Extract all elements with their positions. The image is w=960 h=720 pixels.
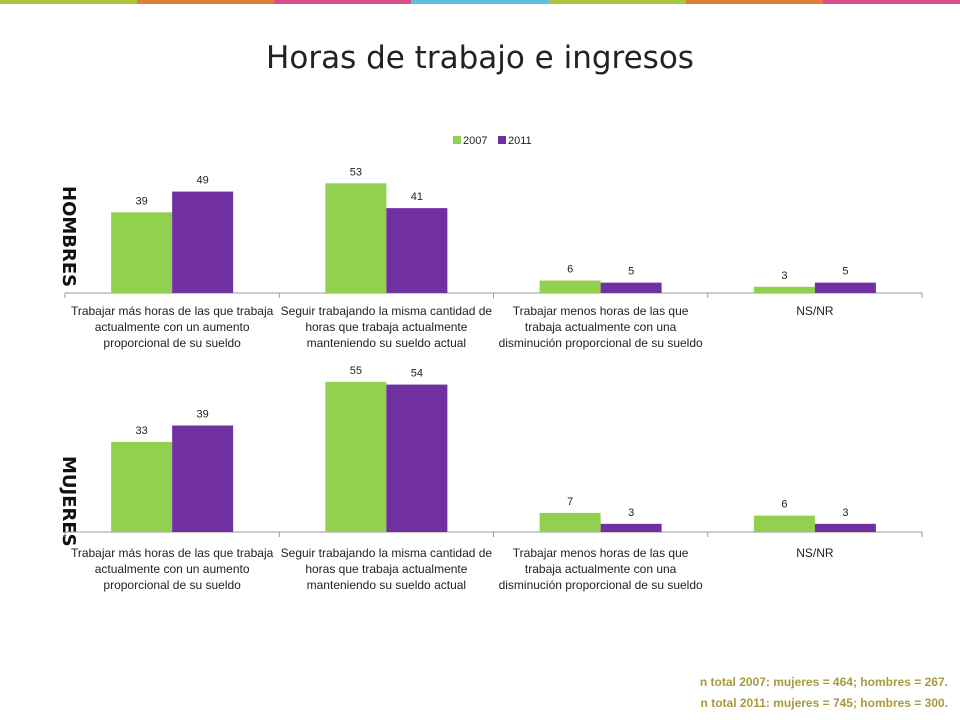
- panel-label-hombres: HOMBRES: [58, 186, 79, 288]
- data-label-2007: 6: [567, 264, 573, 276]
- category-label: Trabajar menos horas de las que trabaja …: [498, 304, 703, 350]
- data-label-2011: 39: [197, 409, 209, 421]
- footnote-line-2011: n total 2011: mujeres = 745; hombres = 3…: [700, 696, 948, 710]
- data-label-2007: 6: [781, 499, 787, 511]
- bar-2007: [753, 286, 815, 293]
- data-label-2011: 3: [628, 507, 634, 519]
- top-bar-segment: [0, 0, 138, 4]
- bar-2011: [600, 523, 662, 532]
- bar-2011: [814, 282, 876, 293]
- data-label-2011: 41: [411, 191, 423, 203]
- legend-label-2007: 2007: [463, 135, 487, 147]
- data-label-2011: 3: [842, 507, 848, 519]
- data-label-2011: 5: [628, 266, 634, 278]
- bar-2011: [814, 523, 876, 532]
- category-label: Seguir trabajando la misma cantidad de h…: [280, 304, 493, 350]
- data-label-2007: 7: [567, 496, 573, 508]
- bar-2011: [172, 425, 234, 532]
- bar-2007: [753, 515, 815, 532]
- top-bar-segment: [548, 0, 686, 4]
- footnote-line-2007: n total 2007: mujeres = 464; hombres = 2…: [699, 675, 948, 689]
- bar-2011: [386, 384, 448, 532]
- category-label: Trabajar menos horas de las que trabaja …: [498, 546, 703, 592]
- bar-2011: [600, 282, 662, 293]
- top-bar-segment: [822, 0, 960, 4]
- top-bar-segment: [411, 0, 549, 4]
- bar-2007: [111, 212, 173, 293]
- category-label: Seguir trabajando la misma cantidad de h…: [280, 546, 493, 592]
- data-label-2007: 39: [136, 195, 148, 207]
- category-label: NS/NR: [796, 304, 834, 318]
- legend-swatch-2007: [453, 136, 461, 144]
- category-label: NS/NR: [796, 546, 834, 560]
- page-title: Horas de trabajo e ingresos: [266, 40, 694, 76]
- top-bar-segment: [274, 0, 412, 4]
- data-label-2007: 53: [350, 166, 362, 178]
- bar-2007: [111, 441, 173, 532]
- data-label-2011: 54: [411, 368, 423, 380]
- data-label-2011: 5: [842, 266, 848, 278]
- footnote: n total 2007: mujeres = 464; hombres = 2…: [700, 672, 948, 714]
- bar-2007: [325, 381, 387, 532]
- data-label-2007: 33: [136, 425, 148, 437]
- top-bar-segment: [137, 0, 275, 4]
- top-bar-segment: [685, 0, 823, 4]
- panel-label-mujeres: MUJERES: [58, 456, 79, 547]
- legend-swatch-2011: [498, 136, 506, 144]
- bar-2007: [325, 183, 387, 293]
- data-label-2007: 3: [781, 270, 787, 282]
- data-label-2011: 49: [197, 175, 209, 187]
- category-label: Trabajar más horas de las que trabaja ac…: [70, 304, 274, 350]
- top-color-bar: [0, 0, 960, 4]
- bar-2007: [539, 280, 601, 293]
- bar-2011: [172, 191, 234, 293]
- data-label-2007: 55: [350, 365, 362, 377]
- bar-2011: [386, 208, 448, 293]
- legend-label-2011: 2011: [508, 135, 532, 147]
- bar-2007: [539, 512, 601, 532]
- category-label: Trabajar más horas de las que trabaja ac…: [70, 546, 274, 592]
